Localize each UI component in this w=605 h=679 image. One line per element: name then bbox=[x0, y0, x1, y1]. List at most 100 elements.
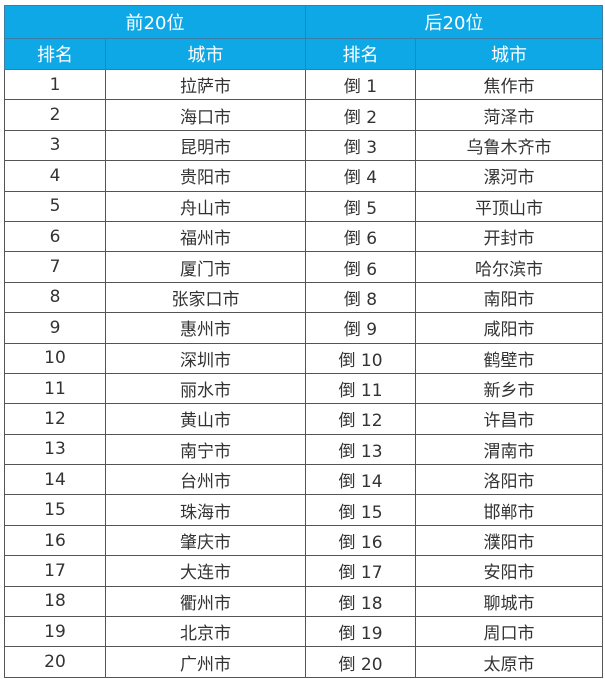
reverse-rank-cell: 倒 5 bbox=[305, 190, 416, 222]
reverse-city-cell: 安阳市 bbox=[415, 555, 603, 587]
city-cell: 舟山市 bbox=[105, 190, 306, 222]
table-row: 19 北京市倒 19 周口市 bbox=[4, 616, 603, 648]
rank-cell: 17 bbox=[4, 555, 106, 587]
rank-cell: 13 bbox=[4, 433, 106, 466]
table-row: 20 广州市倒 20 太原市 bbox=[4, 646, 603, 678]
city-cell: 肇庆市 bbox=[105, 524, 306, 557]
reverse-city-cell: 哈尔滨市 bbox=[415, 251, 603, 283]
city-cell: 衢州市 bbox=[105, 585, 306, 618]
rank-cell: 14 bbox=[4, 464, 106, 496]
reverse-city-cell: 菏泽市 bbox=[415, 99, 603, 131]
reverse-city-cell: 周口市 bbox=[415, 616, 603, 648]
city-cell: 深圳市 bbox=[105, 342, 306, 374]
reverse-city-cell: 焦作市 bbox=[415, 68, 603, 101]
top-20-header: 前20位 bbox=[4, 5, 306, 39]
rank-cell: 16 bbox=[4, 524, 106, 557]
table-row: 15 珠海市倒 15 邯郸市 bbox=[4, 494, 603, 526]
reverse-city-cell: 洛阳市 bbox=[415, 464, 603, 496]
city-cell: 拉萨市 bbox=[105, 68, 306, 101]
reverse-rank-cell: 倒 11 bbox=[305, 372, 416, 405]
city-cell: 南宁市 bbox=[105, 433, 306, 466]
reverse-rank-cell: 倒 17 bbox=[305, 555, 416, 587]
reverse-rank-cell: 倒 15 bbox=[305, 494, 416, 526]
table-row: 13 南宁市倒 13 渭南市 bbox=[4, 433, 603, 466]
table-row: 3 昆明市倒 3 乌鲁木齐市 bbox=[4, 129, 603, 162]
reverse-city-cell: 邯郸市 bbox=[415, 494, 603, 526]
table-row: 9 惠州市倒 9 咸阳市 bbox=[4, 312, 603, 344]
rank-cell: 4 bbox=[4, 160, 106, 192]
reverse-rank-cell: 倒 2 bbox=[305, 99, 416, 131]
rank-cell: 5 bbox=[4, 190, 106, 222]
reverse-rank-cell: 倒 20 bbox=[305, 646, 416, 678]
city-cell: 福州市 bbox=[105, 220, 306, 253]
rank-cell: 10 bbox=[4, 342, 106, 374]
city-cell: 黄山市 bbox=[105, 403, 306, 435]
table-row: 6 福州市倒 6 开封市 bbox=[4, 220, 603, 253]
rank-cell: 20 bbox=[4, 646, 106, 678]
city-cell: 张家口市 bbox=[105, 281, 306, 314]
table-row: 5 舟山市倒 5 平顶山市 bbox=[4, 190, 603, 222]
city-column-header: 城市 bbox=[105, 38, 306, 70]
table-row: 8 张家口市倒 8 南阳市 bbox=[4, 281, 603, 314]
reverse-rank-cell: 倒 13 bbox=[305, 433, 416, 466]
reverse-rank-cell: 倒 8 bbox=[305, 281, 416, 314]
table-row: 17 大连市倒 17 安阳市 bbox=[4, 555, 603, 587]
city-cell: 昆明市 bbox=[105, 129, 306, 162]
table-row: 11 丽水市倒 11 新乡市 bbox=[4, 372, 603, 405]
reverse-city-cell: 太原市 bbox=[415, 646, 603, 678]
reverse-rank-cell: 倒 18 bbox=[305, 585, 416, 618]
reverse-city-cell: 聊城市 bbox=[415, 585, 603, 618]
city-cell: 广州市 bbox=[105, 646, 306, 678]
rank-cell: 12 bbox=[4, 403, 106, 435]
reverse-rank-cell: 倒 16 bbox=[305, 524, 416, 557]
reverse-city-cell: 平顶山市 bbox=[415, 190, 603, 222]
reverse-rank-cell: 倒 6 bbox=[305, 251, 416, 283]
rank-cell: 9 bbox=[4, 312, 106, 344]
rank-cell: 6 bbox=[4, 220, 106, 253]
reverse-rank-cell: 倒 3 bbox=[305, 129, 416, 162]
rank-cell: 7 bbox=[4, 251, 106, 283]
table-row: 1 拉萨市倒 1 焦作市 bbox=[4, 68, 603, 101]
reverse-rank-cell: 倒 9 bbox=[305, 312, 416, 344]
table-row: 7 厦门市倒 6 哈尔滨市 bbox=[4, 251, 603, 283]
city-cell: 大连市 bbox=[105, 555, 306, 587]
bottom-20-header: 后20位 bbox=[305, 5, 603, 39]
reverse-city-cell: 鹤壁市 bbox=[415, 342, 603, 374]
reverse-city-cell: 乌鲁木齐市 bbox=[415, 129, 603, 162]
city-cell: 丽水市 bbox=[105, 372, 306, 405]
reverse-city-cell: 开封市 bbox=[415, 220, 603, 253]
reverse-city-cell: 许昌市 bbox=[415, 403, 603, 435]
reverse-rank-cell: 倒 19 bbox=[305, 616, 416, 648]
reverse-rank-cell: 倒 12 bbox=[305, 403, 416, 435]
rank-cell: 11 bbox=[4, 372, 106, 405]
rank-cell: 8 bbox=[4, 281, 106, 314]
table-row: 12 黄山市倒 12 许昌市 bbox=[4, 403, 603, 435]
rank-cell: 2 bbox=[4, 99, 106, 131]
city-column-header: 城市 bbox=[415, 38, 603, 70]
rank-cell: 18 bbox=[4, 585, 106, 618]
reverse-city-cell: 濮阳市 bbox=[415, 524, 603, 557]
reverse-rank-cell: 倒 4 bbox=[305, 160, 416, 192]
city-cell: 海口市 bbox=[105, 99, 306, 131]
table-row: 2 海口市倒 2 菏泽市 bbox=[4, 99, 603, 131]
city-cell: 惠州市 bbox=[105, 312, 306, 344]
city-cell: 台州市 bbox=[105, 464, 306, 496]
rank-column-header: 排名 bbox=[305, 38, 416, 70]
rank-cell: 1 bbox=[4, 68, 106, 101]
table-row: 16 肇庆市倒 16 濮阳市 bbox=[4, 524, 603, 557]
reverse-city-cell: 南阳市 bbox=[415, 281, 603, 314]
city-cell: 珠海市 bbox=[105, 494, 306, 526]
reverse-city-cell: 漯河市 bbox=[415, 160, 603, 192]
reverse-rank-cell: 倒 1 bbox=[305, 68, 416, 101]
rank-column-header: 排名 bbox=[4, 38, 106, 70]
rank-cell: 19 bbox=[4, 616, 106, 648]
city-cell: 北京市 bbox=[105, 616, 306, 648]
table-row: 14 台州市倒 14 洛阳市 bbox=[4, 464, 603, 496]
rank-cell: 15 bbox=[4, 494, 106, 526]
reverse-rank-cell: 倒 6 bbox=[305, 220, 416, 253]
reverse-rank-cell: 倒 14 bbox=[305, 464, 416, 496]
table-row: 4 贵阳市倒 4 漯河市 bbox=[4, 160, 603, 192]
city-cell: 厦门市 bbox=[105, 251, 306, 283]
reverse-rank-cell: 倒 10 bbox=[305, 342, 416, 374]
